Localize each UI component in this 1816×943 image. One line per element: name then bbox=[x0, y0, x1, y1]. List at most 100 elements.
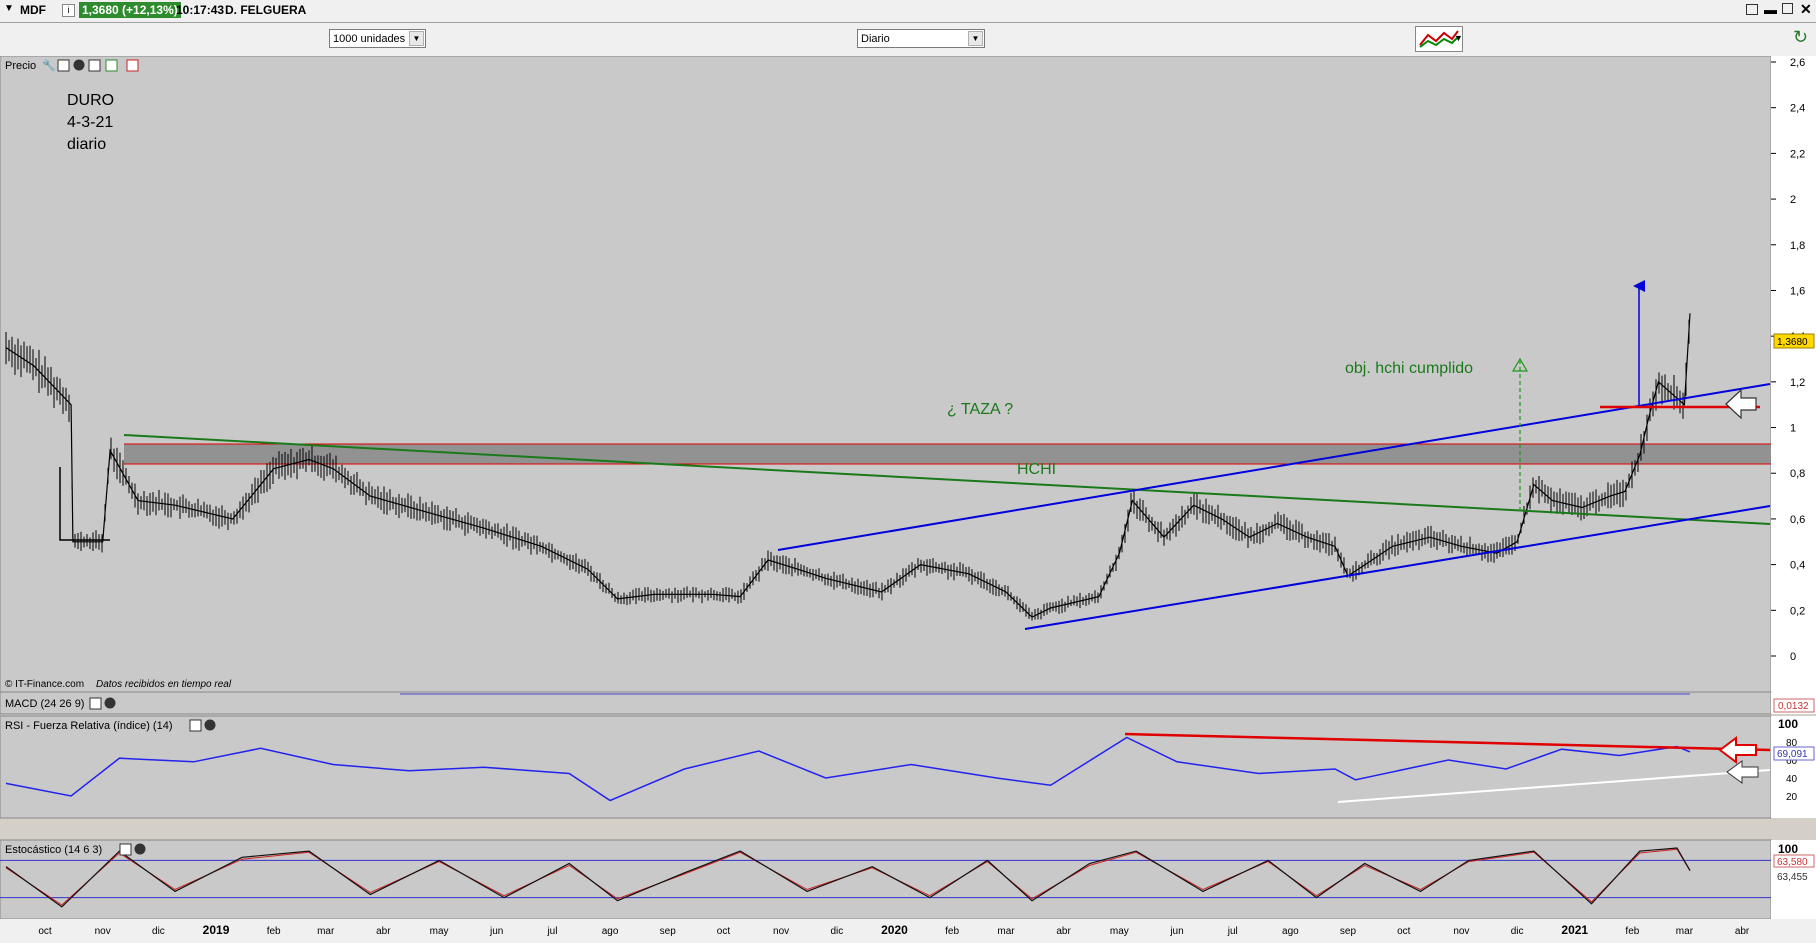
x-tick-label: 2021 bbox=[1561, 923, 1588, 937]
info-icon[interactable]: i bbox=[62, 4, 75, 17]
x-tick-label: may bbox=[430, 926, 449, 937]
target-arrowhead-green bbox=[1511, 357, 1529, 372]
price-tick-label: 0 bbox=[1790, 651, 1796, 663]
stochastic-panel-background bbox=[0, 839, 1772, 920]
refresh-icon[interactable]: ↻ bbox=[1793, 27, 1809, 47]
stochastic-main-line bbox=[5, 847, 1691, 908]
window-icon[interactable] bbox=[89, 697, 102, 710]
maximize-icon[interactable] bbox=[1782, 3, 1793, 14]
price-axis-background bbox=[1771, 56, 1816, 692]
x-tick-label: 2020 bbox=[881, 923, 908, 937]
x-tick-label: mar bbox=[1676, 926, 1694, 937]
x-tick-label: abr bbox=[376, 926, 391, 937]
x-tick-label: may bbox=[1110, 926, 1129, 937]
close-panel-icon[interactable] bbox=[204, 719, 216, 731]
x-tick-label: sep bbox=[1340, 926, 1357, 937]
x-tick-label: jun bbox=[1169, 926, 1183, 937]
annotation-line-2: 4-3-21 bbox=[67, 114, 113, 131]
window-icon[interactable] bbox=[57, 59, 70, 72]
x-tick-label: dic bbox=[830, 926, 843, 937]
rsi-panel: 100 80 60 40 20 RSI - Fuerza Relativa (índic… bbox=[0, 715, 1816, 819]
close-panel-icon[interactable] bbox=[104, 697, 116, 709]
annotation-line-1: DURO bbox=[67, 92, 114, 109]
copyright-text: © IT-Finance.com bbox=[5, 679, 84, 690]
x-tick-label: sep bbox=[660, 926, 677, 937]
price-series-line bbox=[5, 313, 1691, 618]
units-select-value: 1000 unidades bbox=[333, 33, 406, 45]
price-tick-label: 2 bbox=[1790, 194, 1796, 206]
x-tick-label: jul bbox=[546, 926, 557, 937]
chevron-down-icon[interactable]: ▼ bbox=[968, 31, 983, 46]
stochastic-panel: 100 Estocástico (14 6 3) 63,580 63,455 bbox=[0, 839, 1816, 920]
remove-indicator-icon[interactable] bbox=[126, 59, 139, 72]
company-label: D. FELGUERA bbox=[225, 3, 307, 17]
add-indicator-icon[interactable] bbox=[105, 59, 118, 72]
stochastic-value-text-2: 63,455 bbox=[1777, 872, 1808, 883]
price-badge: 1,3680 (+12,13%) bbox=[79, 2, 181, 18]
x-tick-label: oct bbox=[38, 926, 52, 937]
rsi-tick-label: 40 bbox=[1786, 774, 1798, 785]
stochastic-panel-label: Estocástico (14 6 3) bbox=[5, 844, 102, 856]
close-panel-icon[interactable] bbox=[73, 59, 85, 71]
window-icon[interactable] bbox=[119, 843, 132, 856]
units-select[interactable]: 1000 unidades ▼ bbox=[329, 29, 426, 48]
chart-style-icon bbox=[1419, 30, 1459, 48]
period-select-value: Diario bbox=[861, 33, 890, 45]
rsi-axis-background bbox=[1771, 716, 1816, 818]
price-tick-label: 0,2 bbox=[1790, 605, 1805, 617]
chart-area: 2,62,42,221,81,61,41,210,80,60,40,20 1,3… bbox=[0, 56, 1816, 943]
window-icon[interactable] bbox=[189, 719, 202, 732]
x-tick-label: abr bbox=[1056, 926, 1071, 937]
arrow-left-icon bbox=[1725, 388, 1757, 420]
x-tick-label: jun bbox=[489, 926, 503, 937]
arrow-left-white-icon bbox=[1726, 760, 1759, 784]
channel-upper-blue bbox=[777, 383, 1771, 551]
price-tick-label: 2,2 bbox=[1790, 148, 1805, 160]
close-icon[interactable]: ✕ bbox=[1800, 1, 1812, 17]
x-tick-label: ago bbox=[1282, 926, 1299, 937]
title-bar: ▼ MDF i 1,3680 (+12,13%) 10:17:43 D. FEL… bbox=[0, 0, 1816, 23]
macd-panel-label: MACD (24 26 9) bbox=[5, 698, 84, 710]
x-tick-label: ago bbox=[602, 926, 619, 937]
rsi-tick-label: 80 bbox=[1786, 738, 1798, 749]
objective-label: obj. hchi cumplido bbox=[1345, 360, 1473, 377]
window-menu-icon[interactable] bbox=[1746, 4, 1758, 15]
price-tick-label: 0,8 bbox=[1790, 468, 1805, 480]
macd-panel-background bbox=[0, 691, 1772, 715]
neckline-green bbox=[123, 434, 1771, 525]
symbol-label: MDF bbox=[20, 3, 46, 17]
close-panel-icon[interactable] bbox=[134, 843, 146, 855]
x-tick-label: dic bbox=[1511, 926, 1524, 937]
price-tick-label: 1,2 bbox=[1790, 377, 1805, 389]
channel-lower-blue bbox=[1024, 505, 1771, 630]
chart-style-chevron-icon[interactable]: ▼ bbox=[1454, 33, 1463, 43]
period-select[interactable]: Diario ▼ bbox=[857, 29, 985, 48]
stochastic-value-text-1: 63,580 bbox=[1777, 857, 1808, 868]
rsi-tick-label: 60 bbox=[1786, 756, 1798, 767]
x-tick-label: oct bbox=[1397, 926, 1411, 937]
dropdown-icon[interactable]: ▼ bbox=[4, 3, 14, 14]
price-tick-label: 1,6 bbox=[1790, 285, 1805, 297]
chart-style-button[interactable] bbox=[1415, 26, 1463, 52]
settings-icon[interactable] bbox=[88, 59, 101, 72]
rsi-resistance-red-line bbox=[1124, 732, 1771, 752]
wrench-icon[interactable]: 🔧 bbox=[42, 58, 56, 72]
price-panel-background bbox=[0, 56, 1772, 693]
x-tick-label: mar bbox=[317, 926, 335, 937]
minimize-icon[interactable]: ▬ bbox=[1764, 2, 1777, 17]
x-tick-label: nov bbox=[1453, 926, 1469, 937]
chevron-down-icon[interactable]: ▼ bbox=[409, 31, 424, 46]
last-price-tag bbox=[1773, 333, 1815, 349]
resistance-zone bbox=[124, 444, 1771, 464]
stochastic-value-tag-1 bbox=[1773, 854, 1815, 868]
price-tick-label: 2,4 bbox=[1790, 103, 1805, 115]
time-label: 10:17:43 bbox=[176, 3, 225, 17]
x-tick-label: abr bbox=[1735, 926, 1750, 937]
taza-label: ¿ TAZA ? bbox=[947, 401, 1013, 418]
x-tick-label: feb bbox=[267, 926, 281, 937]
x-tick-label: 2019 bbox=[203, 923, 230, 937]
rsi-panel-label: RSI - Fuerza Relativa (índice) (14) bbox=[5, 720, 173, 732]
price-panel: 2,62,42,221,81,61,41,210,80,60,40,20 1,3… bbox=[0, 56, 1816, 693]
price-tick-label: 2,6 bbox=[1790, 57, 1805, 69]
